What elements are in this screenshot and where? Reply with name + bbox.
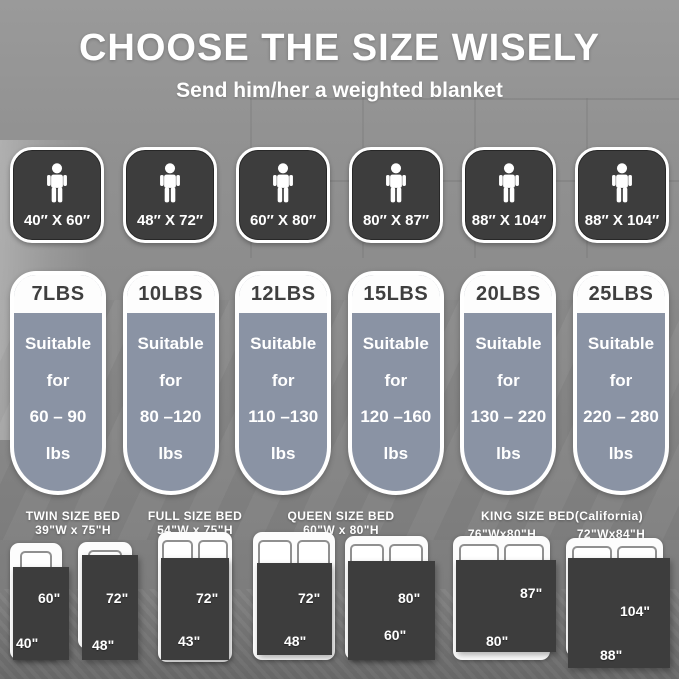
size-card-label: 88″ X 104″ (471, 211, 547, 229)
blanket-overlay (348, 561, 435, 660)
person-icon (266, 162, 300, 209)
pill-line-suitable: Suitable (475, 333, 542, 353)
blanket-overlay (456, 560, 556, 652)
pill-line-range: 130 – 220 (470, 407, 547, 427)
pill-weight-label: 25LBS (576, 275, 665, 313)
bed-width-label: 80" (486, 633, 509, 649)
bed-group-header: KING SIZE BED(California) (480, 509, 644, 523)
pill-weight-label: 20LBS (464, 275, 553, 313)
size-card-label: 88″ X 104″ (584, 211, 660, 229)
duvet-texture (0, 300, 679, 540)
pill-line-range: 110 –130 (248, 407, 319, 427)
weight-pill: 20LBS Suitable for 130 – 220 lbs (460, 271, 557, 495)
pill-line-range: 80 –120 (139, 407, 202, 427)
bed-group-header: TWIN SIZE BED (25, 509, 121, 523)
pill-line-suitable: Suitable (137, 333, 204, 353)
bed-height-label: 104" (620, 603, 650, 619)
pill-line-for: for (46, 370, 70, 390)
page-subtitle: Send him/her a weighted blanket (176, 79, 503, 102)
bed-width-label: 48" (92, 637, 115, 653)
person-icon (40, 162, 74, 209)
pill-line-lbs: lbs (496, 444, 521, 464)
bed-width-label: 88" (600, 647, 623, 663)
weight-pills-row: 7LBS Suitable for 60 – 90 lbs 10LBS Suit… (10, 271, 669, 495)
size-card-label: 80″ X 87″ (362, 211, 430, 229)
size-card-label: 60″ X 80″ (249, 211, 317, 229)
bed-width-label: 43" (178, 633, 201, 649)
pill-line-for: for (159, 370, 182, 390)
pill-body: Suitable for 130 – 220 lbs (464, 313, 552, 491)
pill-weight-label: 7LBS (14, 275, 102, 313)
weight-pill: 15LBS Suitable for 120 –160 lbs (347, 271, 444, 495)
size-card: 60″ X 80″ (236, 147, 330, 243)
pill-line-lbs: lbs (608, 444, 634, 464)
size-card: 48″ X 72″ (123, 147, 217, 243)
pill-line-lbs: lbs (45, 444, 71, 464)
pill-line-suitable: Suitable (587, 333, 655, 353)
bed-width-label: 40" (16, 635, 39, 651)
pill-line-lbs: lbs (383, 444, 409, 464)
pill-body: Suitable for 80 –120 lbs (127, 313, 215, 491)
pill-line-suitable: Suitable (362, 333, 429, 353)
size-card-label: 40″ X 60″ (23, 211, 91, 229)
size-card-label: 48″ X 72″ (136, 211, 204, 229)
size-card: 40″ X 60″ (10, 147, 104, 243)
size-card: 88″ X 104″ (575, 147, 669, 243)
pill-body: Suitable for 60 – 90 lbs (14, 313, 102, 491)
pill-body: Suitable for 220 – 280 lbs (577, 313, 665, 491)
page-title: CHOOSE THE SIZE WISELY (78, 27, 600, 69)
bed-comparison-section: TWIN SIZE BED 39"W x 75"H FULL SIZE BED … (0, 505, 679, 679)
pill-line-lbs: lbs (158, 444, 183, 464)
weight-pill: 12LBS Suitable for 110 –130 lbs (235, 271, 332, 495)
pill-line-suitable: Suitable (250, 333, 317, 353)
bed-height-label: 87" (520, 585, 543, 601)
pill-line-lbs: lbs (270, 444, 296, 464)
weight-pill: 10LBS Suitable for 80 –120 lbs (122, 271, 219, 495)
pill-body: Suitable for 110 –130 lbs (239, 313, 327, 491)
bed-width-label: 60" (384, 627, 407, 643)
pill-line-for: for (497, 370, 520, 390)
person-icon (153, 162, 187, 209)
blanket-overlay (13, 567, 69, 660)
blanket-overlay (82, 555, 138, 660)
bed-height-label: 72" (196, 590, 219, 606)
weight-pill: 7LBS Suitable for 60 – 90 lbs (10, 271, 106, 495)
blanket-size-cards-row: 40″ X 60″ 48″ X 72″ 60″ X 80″ 80″ X 87″ … (10, 147, 669, 243)
bed-group-size: 39"W x 75"H (35, 523, 111, 537)
pill-line-for: for (384, 370, 408, 390)
pill-line-range: 60 – 90 (29, 407, 87, 427)
bed-group-header: QUEEN SIZE BED (287, 509, 395, 523)
weight-pill: 25LBS Suitable for 220 – 280 lbs (572, 271, 669, 495)
pill-weight-label: 10LBS (126, 275, 215, 313)
pill-line-suitable: Suitable (24, 333, 92, 353)
person-icon (379, 162, 413, 209)
bed-height-label: 72" (298, 590, 321, 606)
blanket-overlay (257, 563, 332, 655)
bed-group-header: FULL SIZE BED (147, 509, 243, 523)
bed-width-label: 48" (284, 633, 307, 649)
pill-weight-label: 15LBS (351, 275, 440, 313)
bed-height-label: 80" (398, 590, 421, 606)
size-card: 88″ X 104″ (462, 147, 556, 243)
pill-weight-label: 12LBS (239, 275, 328, 313)
bed-height-label: 72" (106, 590, 129, 606)
person-icon (492, 162, 526, 209)
bed-height-label: 60" (38, 590, 61, 606)
bed-group-size: 72"Wx84"H (576, 527, 646, 541)
person-icon (605, 162, 639, 209)
pill-line-range: 220 – 280 (583, 407, 659, 427)
pill-line-for: for (609, 370, 633, 390)
blanket-overlay (161, 558, 229, 660)
size-card: 80″ X 87″ (349, 147, 443, 243)
pill-line-range: 120 –160 (360, 407, 432, 427)
blanket-overlay (568, 558, 670, 668)
pill-line-for: for (271, 370, 295, 390)
pill-body: Suitable for 120 –160 lbs (352, 313, 440, 491)
